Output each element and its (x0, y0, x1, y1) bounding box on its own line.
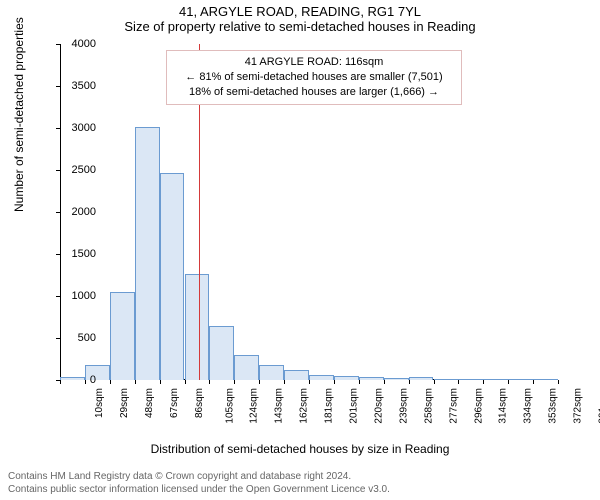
y-tick (56, 212, 60, 213)
histogram-bar (458, 379, 483, 380)
histogram-bar (434, 379, 459, 380)
histogram-bar (508, 379, 533, 380)
annotation-box: 41 ARGYLE ROAD: 116sqm← 81% of semi-deta… (166, 50, 462, 105)
x-tick (160, 380, 161, 384)
x-tick-label: 124sqm (249, 388, 260, 424)
histogram-bar (334, 376, 359, 380)
y-tick-label: 0 (90, 374, 96, 386)
x-tick (284, 380, 285, 384)
x-tick-label: 86sqm (194, 388, 205, 418)
x-tick-label: 48sqm (144, 388, 155, 418)
x-tick (533, 380, 534, 384)
x-axis-label: Distribution of semi-detached houses by … (0, 442, 600, 456)
histogram-bar (160, 173, 185, 380)
annotation-line3: 18% of semi-detached houses are larger (… (175, 85, 453, 100)
annotation-line2: ← 81% of semi-detached houses are smalle… (175, 70, 453, 85)
x-tick (185, 380, 186, 384)
x-tick (384, 380, 385, 384)
y-tick-label: 2000 (72, 206, 96, 218)
histogram-bar (259, 365, 284, 380)
x-tick-label: 10sqm (94, 388, 105, 418)
chart-title-line1: 41, ARGYLE ROAD, READING, RG1 7YL (0, 0, 600, 19)
histogram-bar (483, 379, 508, 380)
histogram-bar (284, 370, 309, 380)
y-tick (56, 338, 60, 339)
x-tick (558, 380, 559, 384)
x-tick-label: 296sqm (473, 388, 484, 424)
x-tick (110, 380, 111, 384)
footer-line2: Contains public sector information licen… (8, 483, 592, 496)
x-tick (334, 380, 335, 384)
x-tick-label: 334sqm (523, 388, 534, 424)
y-tick (56, 44, 60, 45)
histogram-bar (384, 378, 409, 380)
histogram-bar (234, 355, 259, 380)
x-tick-label: 162sqm (299, 388, 310, 424)
y-tick-label: 500 (78, 332, 96, 344)
x-tick-label: 220sqm (373, 388, 384, 424)
histogram-bar (409, 377, 434, 380)
x-tick-label: 314sqm (498, 388, 509, 424)
x-tick (135, 380, 136, 384)
y-tick-label: 1500 (72, 248, 96, 260)
y-axis-line (60, 44, 61, 380)
x-tick-label: 181sqm (324, 388, 335, 424)
y-tick-label: 2500 (72, 164, 96, 176)
x-tick-label: 239sqm (398, 388, 409, 424)
histogram-bar (85, 365, 110, 380)
x-tick (359, 380, 360, 384)
y-tick (56, 254, 60, 255)
x-tick (85, 380, 86, 384)
x-tick (60, 380, 61, 384)
y-tick-label: 3500 (72, 80, 96, 92)
histogram-bar (309, 375, 334, 380)
annotation-line1: 41 ARGYLE ROAD: 116sqm (175, 55, 453, 70)
x-tick-label: 201sqm (349, 388, 360, 424)
x-tick-label: 353sqm (548, 388, 559, 424)
y-tick-label: 1000 (72, 290, 96, 302)
footer-attribution: Contains HM Land Registry data © Crown c… (8, 470, 592, 496)
x-tick-label: 105sqm (224, 388, 235, 424)
y-tick (56, 296, 60, 297)
footer-line1: Contains HM Land Registry data © Crown c… (8, 470, 592, 483)
x-tick (434, 380, 435, 384)
x-tick (209, 380, 210, 384)
x-tick (508, 380, 509, 384)
y-tick-label: 4000 (72, 38, 96, 50)
histogram-bar (110, 292, 135, 380)
x-tick-label: 258sqm (423, 388, 434, 424)
histogram-bar (185, 274, 210, 380)
y-tick (56, 128, 60, 129)
x-tick-label: 67sqm (169, 388, 180, 418)
histogram-bar (135, 127, 160, 380)
x-tick (259, 380, 260, 384)
x-tick-label: 29sqm (119, 388, 130, 418)
y-tick (56, 86, 60, 87)
plot-area: 41 ARGYLE ROAD: 116sqm← 81% of semi-deta… (60, 44, 558, 380)
histogram-bar (209, 326, 234, 380)
x-tick (309, 380, 310, 384)
x-tick (458, 380, 459, 384)
y-tick-label: 3000 (72, 122, 96, 134)
x-tick (483, 380, 484, 384)
x-tick (234, 380, 235, 384)
x-tick-label: 277sqm (448, 388, 459, 424)
y-tick (56, 170, 60, 171)
x-tick (409, 380, 410, 384)
histogram-bar (359, 377, 384, 380)
chart-title-line2: Size of property relative to semi-detach… (0, 19, 600, 40)
y-axis-label: Number of semi-detached properties (12, 17, 26, 212)
x-tick-label: 143sqm (274, 388, 285, 424)
histogram-bar (60, 377, 85, 380)
x-tick-label: 372sqm (573, 388, 584, 424)
histogram-bar (533, 379, 558, 380)
